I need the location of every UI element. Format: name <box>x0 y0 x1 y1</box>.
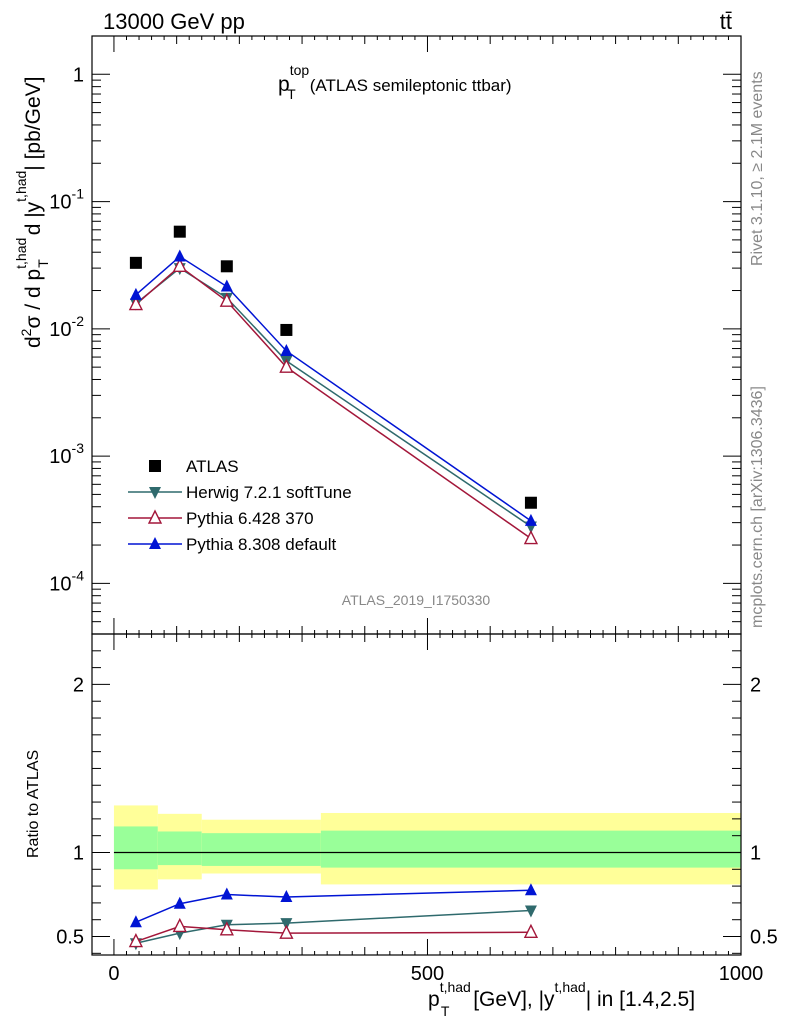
ratio-y-tick-label: 0.5 <box>56 927 84 949</box>
legend-marker <box>149 487 161 499</box>
mcplots-label: mcplots.cern.ch [arXiv:1306.3436] <box>749 386 766 628</box>
data-point <box>280 323 293 336</box>
ratio-line <box>135 889 531 923</box>
axis-ticks: 0 500 1000 10-4 10-3 10-2 10-1 1 0.5 0.5 1 1 2 2 <box>49 35 778 985</box>
band-inner-bin <box>320 830 741 868</box>
legend-marker <box>149 460 161 472</box>
series-line <box>135 255 532 522</box>
data-point <box>524 513 537 526</box>
ratio-point <box>280 890 293 903</box>
data-point <box>523 529 539 545</box>
y-tick-label: 10-3 <box>49 440 84 468</box>
legend-label: ATLAS <box>186 457 239 476</box>
ratio-y-tick-label: 2 <box>73 674 84 696</box>
ratio-point <box>280 918 293 931</box>
analysis-id-label: ATLAS_2019_I1750330 <box>342 592 491 608</box>
y-axis-label-main: d2σ / d pt,had T d |yt,had| [pb/GeV] <box>13 77 51 348</box>
ratio-y-tick-label: 1 <box>73 842 84 864</box>
data-point <box>219 292 234 307</box>
header-energy-label: 13000 GeV pp <box>103 9 245 34</box>
data-point <box>128 296 144 311</box>
main-series <box>128 225 539 545</box>
header-process-label: tt̄ <box>720 9 732 34</box>
band-inner-bin <box>201 833 321 866</box>
data-point <box>129 256 142 269</box>
legend-marker <box>149 537 161 549</box>
ratio-point <box>523 923 539 939</box>
ratio-point <box>173 896 186 909</box>
uncertainty-bands <box>113 805 741 890</box>
data-point <box>279 358 294 373</box>
legend-label: Pythia 6.428 370 <box>186 509 314 528</box>
ratio-y-tick-label-right: 2 <box>750 674 761 696</box>
ratio-y-tick-label-right: 0.5 <box>750 927 778 949</box>
legend-label: Herwig 7.2.1 softTune <box>186 483 352 502</box>
x-tick-label: 500 <box>411 963 444 985</box>
y-tick-label: 10-4 <box>49 567 84 595</box>
ratio-point <box>219 921 234 936</box>
plot-title: ptop T (ATLAS semileptonic ttbar) <box>278 62 512 102</box>
ratio-line <box>135 925 531 943</box>
rivet-version-label: Rivet 3.1.10, ≥ 2.1M events <box>749 71 766 266</box>
legend-marker <box>147 509 163 524</box>
data-point <box>173 225 186 238</box>
band-inner-bin <box>157 831 202 866</box>
legend: ATLAS Herwig 7.2.1 softTune Pythia 6.428 3… <box>128 457 352 554</box>
data-point <box>220 279 233 292</box>
x-axis-label: pt,had T [GeV], |yt,had| in [1.4,2.5] <box>428 979 695 1019</box>
data-point <box>129 287 142 300</box>
data-point <box>173 249 186 262</box>
band-inner-bin <box>113 826 158 870</box>
ratio-point <box>524 905 537 918</box>
ratio-point <box>129 915 142 928</box>
ratio-point <box>220 887 233 900</box>
data-point <box>172 257 187 273</box>
data-point <box>280 343 293 356</box>
ratio-y-tick-label-right: 1 <box>750 842 761 864</box>
ratio-plot-frame <box>91 633 742 956</box>
data-point <box>220 260 233 273</box>
x-tick-label: 0 <box>108 963 119 985</box>
y-tick-label: 10-2 <box>49 313 84 341</box>
y-tick-label: 10-1 <box>49 186 84 214</box>
legend-label: Pythia 8.308 default <box>186 535 337 554</box>
x-tick-label: 1000 <box>719 963 764 985</box>
data-point <box>524 496 537 509</box>
ratio-point <box>128 932 144 948</box>
ratio-point <box>172 917 187 933</box>
ratio-series <box>128 883 539 951</box>
y-tick-label: 1 <box>73 64 84 86</box>
y-axis-label-ratio: Ratio to ATLAS <box>25 750 42 858</box>
ratio-point <box>279 924 294 939</box>
